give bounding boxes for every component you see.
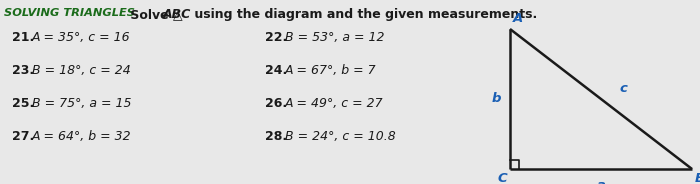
Text: b: b — [491, 93, 500, 105]
Text: A = 64°, b = 32: A = 64°, b = 32 — [32, 130, 132, 143]
Text: C: C — [497, 172, 507, 184]
Text: B = 24°, c = 10.8: B = 24°, c = 10.8 — [285, 130, 395, 143]
Text: B = 53°, a = 12: B = 53°, a = 12 — [285, 31, 384, 44]
Text: 26.: 26. — [265, 97, 287, 110]
Text: A = 35°, c = 16: A = 35°, c = 16 — [32, 31, 131, 44]
Text: A: A — [513, 12, 524, 25]
Text: c: c — [619, 82, 627, 95]
Text: Solve △: Solve △ — [126, 8, 183, 21]
Text: 22.: 22. — [265, 31, 287, 44]
Text: 23.: 23. — [12, 64, 34, 77]
Text: A = 49°, c = 27: A = 49°, c = 27 — [285, 97, 384, 110]
Text: using the diagram and the given measurements.: using the diagram and the given measurem… — [190, 8, 538, 21]
Text: 24.: 24. — [265, 64, 287, 77]
Text: A = 67°, b = 7: A = 67°, b = 7 — [285, 64, 377, 77]
Text: ABC: ABC — [163, 8, 191, 21]
Text: 28.: 28. — [265, 130, 287, 143]
Text: a: a — [596, 179, 606, 184]
Text: SOLVING TRIANGLES: SOLVING TRIANGLES — [4, 8, 135, 18]
Text: B = 75°, a = 15: B = 75°, a = 15 — [32, 97, 132, 110]
Text: B: B — [695, 172, 700, 184]
Text: 27.: 27. — [12, 130, 34, 143]
Text: 21.: 21. — [12, 31, 34, 44]
Text: B = 18°, c = 24: B = 18°, c = 24 — [32, 64, 131, 77]
Text: 25.: 25. — [12, 97, 34, 110]
